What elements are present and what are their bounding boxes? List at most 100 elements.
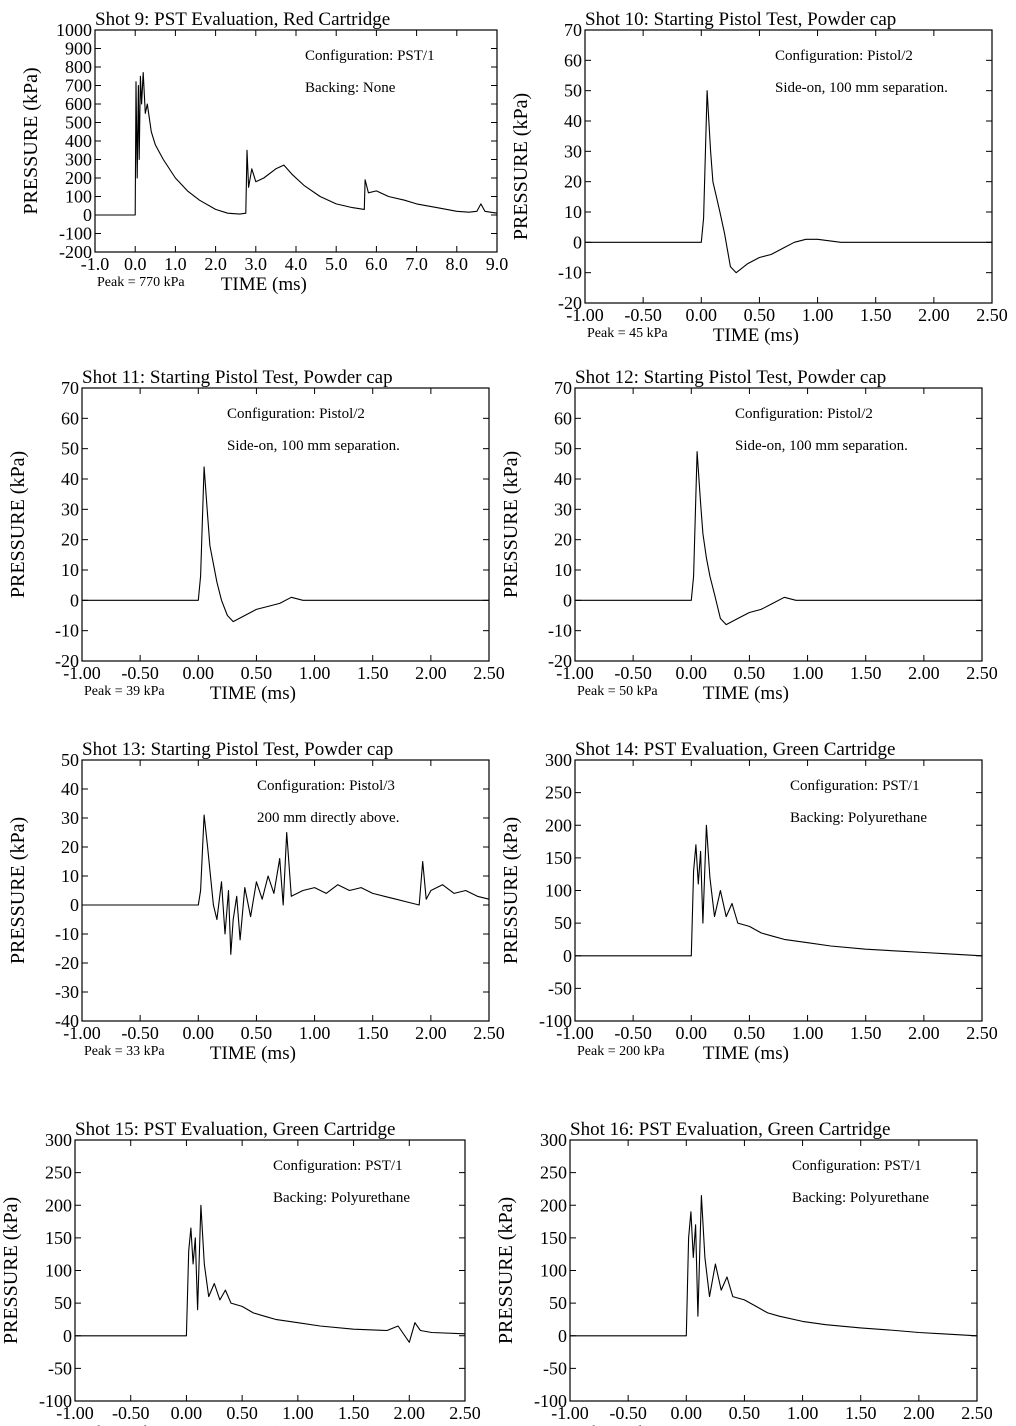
x-tick-label: -1.00 — [63, 663, 101, 683]
y-tick-label: 20 — [61, 530, 79, 550]
y-tick-label: 0 — [83, 205, 92, 225]
x-tick-label: 0.50 — [226, 1403, 258, 1423]
pressure-trace — [75, 1204, 466, 1343]
x-tick-label: 2.0 — [204, 254, 227, 274]
y-tick-label: 100 — [45, 1261, 72, 1281]
x-tick-label: 1.00 — [802, 305, 834, 325]
chart-title: Shot 10: Starting Pistol Test, Powder ca… — [585, 9, 896, 30]
y-axis-label: PRESSURE (kPa) — [500, 817, 522, 964]
y-tick-label: 20 — [554, 530, 572, 550]
plot-frame — [81, 387, 490, 662]
y-tick-label: 40 — [564, 111, 582, 131]
x-tick-label: 2.50 — [966, 663, 998, 683]
annotation-text: Backing: Polyurethane — [273, 1190, 410, 1206]
x-tick-label: 9.0 — [486, 254, 509, 274]
chart-title: Shot 14: PST Evaluation, Green Cartridge — [575, 739, 896, 760]
y-tick-label: 100 — [540, 1261, 567, 1281]
y-tick-label: 70 — [554, 378, 572, 398]
x-tick-label: -1.0 — [81, 254, 110, 274]
x-tick-label: 0.00 — [676, 663, 708, 683]
x-tick-label: 2.00 — [908, 663, 940, 683]
x-tick-label: 2.50 — [449, 1403, 481, 1423]
peak-label: Peak = 200 kPa — [577, 1044, 665, 1059]
annotation-text: Configuration: Pistol/2 — [775, 48, 913, 64]
peak-label: Peak = 45 kPa — [587, 326, 668, 341]
y-tick-label: 50 — [54, 1293, 72, 1313]
y-axis-label: PRESSURE (kPa) — [0, 1197, 22, 1344]
x-tick-label: 0.00 — [686, 305, 718, 325]
x-tick-label: 0.50 — [241, 1023, 273, 1043]
y-tick-label: 150 — [545, 848, 572, 868]
y-tick-label: 60 — [564, 50, 582, 70]
y-tick-label: 20 — [564, 172, 582, 192]
y-tick-label: 50 — [554, 913, 572, 933]
y-tick-label: 50 — [549, 1293, 567, 1313]
y-tick-label: 30 — [554, 499, 572, 519]
annotation-text: Side-on, 100 mm separation. — [775, 80, 948, 96]
peak-label: Peak = 39 kPa — [84, 684, 165, 699]
y-tick-label: -100 — [539, 1011, 572, 1031]
x-axis-label: TIME (ms) — [210, 1043, 296, 1064]
y-tick-label: 150 — [540, 1228, 567, 1248]
annotation-text: Configuration: PST/1 — [792, 1158, 922, 1174]
chart-panel-3: Shot 11: Starting Pistol Test, Powder ca… — [7, 367, 505, 704]
x-tick-label: 0.0 — [124, 254, 147, 274]
x-tick-label: 2.00 — [394, 1403, 426, 1423]
y-tick-label: 100 — [65, 187, 92, 207]
chart-title: Shot 9: PST Evaluation, Red Cartridge — [95, 9, 390, 30]
x-tick-label: 2.00 — [415, 663, 447, 683]
y-tick-label: 200 — [545, 815, 572, 835]
annotation-text: Configuration: PST/1 — [273, 1158, 403, 1174]
x-axis-label: TIME (ms) — [210, 683, 296, 704]
y-tick-label: 0 — [63, 1326, 72, 1346]
y-tick-label: 200 — [45, 1195, 72, 1215]
y-tick-label: 10 — [61, 866, 79, 886]
y-tick-label: 0 — [573, 232, 582, 252]
y-tick-label: 700 — [65, 76, 92, 96]
y-tick-label: 1000 — [56, 20, 92, 40]
y-tick-label: 600 — [65, 94, 92, 114]
x-tick-label: 1.0 — [164, 254, 187, 274]
x-tick-label: 1.50 — [845, 1403, 877, 1423]
x-tick-label: 1.00 — [282, 1403, 314, 1423]
chart-panel-5: Shot 13: Starting Pistol Test, Powder ca… — [7, 739, 505, 1064]
y-tick-label: 70 — [61, 378, 79, 398]
chart-panel-6: Shot 14: PST Evaluation, Green Cartridge… — [500, 739, 998, 1064]
pressure-trace — [575, 451, 982, 626]
y-tick-label: 10 — [564, 202, 582, 222]
plot-frame — [81, 759, 490, 1022]
y-tick-label: -50 — [48, 1358, 72, 1378]
annotation-text: Configuration: PST/1 — [790, 778, 920, 794]
y-tick-label: 30 — [61, 808, 79, 828]
y-tick-label: 10 — [554, 560, 572, 580]
x-tick-label: 2.00 — [908, 1023, 940, 1043]
pressure-trace — [95, 71, 498, 216]
plot-frame — [584, 29, 993, 304]
y-tick-label: -200 — [59, 242, 92, 262]
y-tick-label: -10 — [548, 621, 572, 641]
y-tick-label: 60 — [554, 408, 572, 428]
x-axis-label: TIME (ms) — [703, 683, 789, 704]
pressure-trace — [585, 90, 992, 274]
y-tick-label: 0 — [563, 946, 572, 966]
x-tick-label: 2.00 — [903, 1403, 935, 1423]
chart-panel-4: Shot 12: Starting Pistol Test, Powder ca… — [500, 367, 998, 704]
y-tick-label: 200 — [540, 1195, 567, 1215]
x-tick-label: 1.50 — [860, 305, 892, 325]
chart-title: Shot 11: Starting Pistol Test, Powder ca… — [82, 367, 393, 388]
chart-panel-2: Shot 10: Starting Pistol Test, Powder ca… — [510, 9, 1008, 346]
y-tick-label: 10 — [61, 560, 79, 580]
y-tick-label: -20 — [558, 293, 582, 313]
annotation-text: Configuration: Pistol/2 — [735, 406, 873, 422]
y-axis-label: PRESSURE (kPa) — [7, 817, 29, 964]
y-tick-label: 0 — [558, 1326, 567, 1346]
x-tick-label: 3.0 — [245, 254, 268, 274]
pressure-trace — [575, 824, 983, 957]
plot-frame — [574, 387, 983, 662]
x-axis-label: TIME (ms) — [703, 1043, 789, 1064]
y-tick-label: 200 — [65, 168, 92, 188]
x-tick-label: 1.00 — [792, 663, 824, 683]
plot-frame — [94, 29, 498, 253]
annotation-text: Configuration: Pistol/2 — [227, 406, 365, 422]
x-tick-label: 0.50 — [734, 663, 766, 683]
